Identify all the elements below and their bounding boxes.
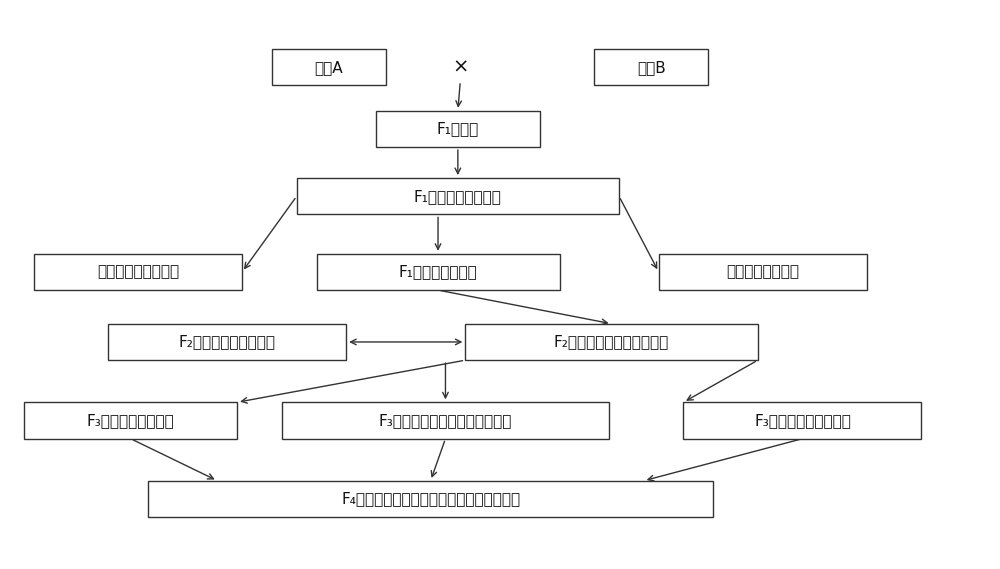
Text: F₄代鉴定早代稳定系，形成稳定品系或品种: F₄代鉴定早代稳定系，形成稳定品系或品种 [341,492,520,506]
Text: 加倍植株染色体鉴定: 加倍植株染色体鉴定 [97,265,179,279]
Text: F₁代加倍植株自交: F₁代加倍植株自交 [399,265,477,279]
Bar [659,254,867,290]
Text: F₃代植株整齐度鉴定: F₃代植株整齐度鉴定 [87,413,174,428]
Bar [683,402,921,439]
Text: 油菜B: 油菜B [637,60,666,75]
Bar [317,254,560,290]
Bar [108,324,346,360]
Bar [24,402,237,439]
Text: 加倍植株形态鉴定: 加倍植株形态鉴定 [726,265,799,279]
Text: ×: × [452,57,469,76]
Bar [297,178,619,215]
Bar [282,402,609,439]
Bar [34,254,242,290]
Text: F₁代种子染色体加倍: F₁代种子染色体加倍 [414,189,502,204]
Text: F₃代单株分子标记鉴定: F₃代单株分子标记鉴定 [754,413,851,428]
Text: F₁代种子: F₁代种子 [437,121,479,137]
Text: F₂代选择正常可育单株自交: F₂代选择正常可育单株自交 [554,335,669,349]
Bar [148,481,713,517]
Bar [465,324,758,360]
Bar [376,111,540,147]
Text: 油菜A: 油菜A [315,60,343,75]
Bar [272,49,386,85]
Text: F₂代植株花粉育性鉴定: F₂代植株花粉育性鉴定 [179,335,276,349]
Text: F₃代植株染色体数目及形态鉴定: F₃代植株染色体数目及形态鉴定 [379,413,512,428]
Bar [594,49,708,85]
